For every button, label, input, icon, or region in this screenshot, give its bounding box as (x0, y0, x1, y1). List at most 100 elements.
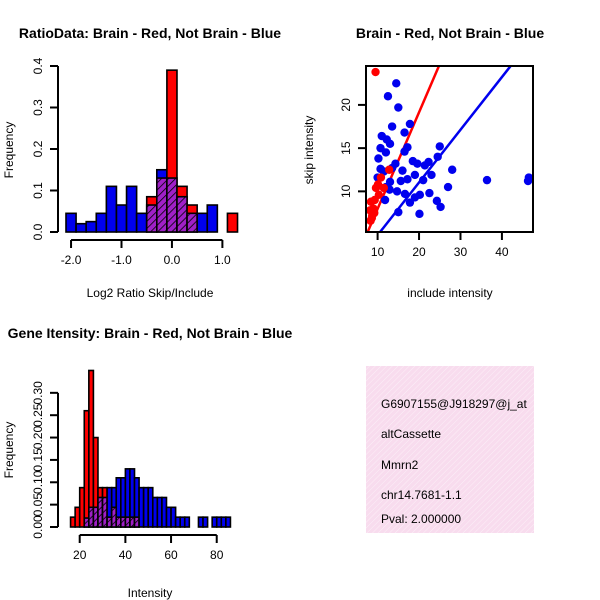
intensity-bar-overlap-hatch (116, 517, 121, 527)
intensity-x-tick-label: 80 (210, 548, 224, 562)
point-not-brain (403, 175, 412, 184)
point-not-brain (400, 189, 410, 199)
ratio-bar-not-brain (115, 204, 128, 233)
ratio-bar-not-brain (85, 220, 98, 233)
intensity-chart-title: Gene Itensity: Brain - Red, Not Brain - … (8, 325, 293, 341)
point-not-brain (418, 175, 428, 185)
intensity-bar-overlap-hatch (125, 517, 130, 527)
intensity-x-label: Intensity (128, 586, 173, 600)
intensity-x-tick-label: 20 (73, 548, 87, 562)
ratio-x-tick-label: -1.0 (111, 253, 132, 267)
point-not-brain (380, 195, 390, 205)
ratio-x-tick-label: 1.0 (214, 253, 231, 267)
point-not-brain (398, 166, 407, 175)
point-not-brain (383, 92, 393, 101)
ratio-bar-not-brain (105, 185, 118, 233)
point-not-brain (405, 198, 415, 207)
ratio-bar-brain (226, 212, 239, 233)
ratio-y-tick-label: 0.0 (31, 223, 45, 240)
point-not-brain (436, 202, 445, 212)
scatter-x-tick-label: 10 (371, 245, 385, 259)
point-not-brain (400, 128, 409, 137)
point-not-brain (374, 154, 383, 163)
fit-line-not-brain (379, 66, 512, 232)
point-not-brain (433, 152, 442, 161)
intensity-x-tick-label: 60 (164, 548, 178, 562)
point-not-brain (420, 161, 430, 170)
gene-name: Mmrn2 (381, 458, 419, 472)
point-not-brain (387, 122, 397, 131)
point-not-brain (408, 156, 418, 166)
intensity-y-tick-label: 0.20 (31, 426, 45, 450)
point-not-brain (425, 188, 434, 198)
ratio-x-tick-label: 0.0 (164, 253, 181, 267)
point-not-brain (415, 190, 425, 200)
point-not-brain (415, 209, 424, 219)
ratio-chart-title: RatioData: Brain - Red, Not Brain - Blue (19, 25, 281, 41)
point-brain (385, 165, 394, 174)
intensity-y-tick-label: 0.10 (31, 470, 45, 494)
ratio-bar-overlap-hatch (166, 178, 177, 232)
ratio-bar-overlap-hatch (176, 196, 188, 232)
scatter-points (366, 67, 533, 225)
intensity-bar-not-brain (183, 516, 191, 528)
scatter-y-tick-label: 20 (339, 98, 353, 112)
intensity-bar-not-brain (225, 516, 232, 528)
intensity-bar-overlap-hatch (129, 517, 135, 527)
scatter-chart-title: Brain - Red, Not Brain - Blue (356, 25, 544, 41)
intensity-bar-not-brain (202, 516, 209, 528)
probe-id: G6907155@J918297@j_at (381, 397, 527, 411)
ratio-bar-not-brain (75, 222, 87, 233)
intensity-y-tick-label: 0.30 (31, 381, 45, 405)
intensity-bar-overlap-hatch (97, 497, 103, 527)
point-not-brain (427, 170, 436, 180)
point-not-brain (400, 147, 409, 156)
intensity-scatter-panel: Brain - Red, Not Brain - Blue 10 15 20 10 2… (302, 25, 544, 300)
ratio-y-tick-label: 0.1 (31, 182, 45, 199)
ratio-histogram-panel: RatioData: Brain - Red, Not Brain - Blue… (2, 25, 281, 300)
ratio-bar-not-brain (125, 185, 138, 233)
point-not-brain (396, 176, 406, 186)
gene-location: chr14.7681-1.1 (381, 488, 462, 502)
scatter-x-tick-label: 40 (495, 245, 509, 259)
point-brain (379, 183, 389, 193)
intensity-bar-overlap-hatch (88, 507, 94, 527)
intensity-bar-overlap-hatch (120, 517, 126, 527)
scatter-y-axis: 10 15 20 (339, 98, 367, 198)
intensity-x-tick-label: 40 (119, 548, 133, 562)
intensity-bar-overlap-hatch (107, 517, 112, 527)
ratio-y-tick-label: 0.4 (31, 57, 45, 74)
point-brain (374, 190, 384, 200)
ratio-bar-overlap-hatch (146, 205, 157, 232)
point-not-brain (482, 175, 492, 185)
ratio-y-label: Frequency (2, 122, 16, 179)
ratio-bar-not-brain (196, 212, 209, 233)
point-not-brain (381, 148, 391, 157)
info-box-text-area: G6907155@J918297@j_at altCassette Mmrn2 … (381, 397, 527, 526)
intensity-bar-overlap-hatch (111, 507, 117, 527)
point-not-brain (523, 176, 533, 186)
event-type: altCassette (381, 427, 441, 441)
scatter-frame (365, 65, 534, 233)
scatter-x-label: include intensity (407, 286, 492, 300)
event-info-box: G6907155@J918297@j_at altCassette Mmrn2 … (366, 366, 534, 533)
ratio-x-tick-label: -2.0 (61, 253, 82, 267)
intensity-y-axis: 0.000.050.100.150.200.250.30 (31, 381, 59, 539)
point-not-brain (410, 170, 420, 180)
ratio-bar-not-brain (135, 212, 148, 233)
ratio-bar-overlap-hatch (156, 178, 167, 232)
intensity-y-tick-label: 0.25 (31, 403, 45, 427)
scatter-x-tick-label: 20 (412, 245, 426, 259)
point-not-brain (405, 119, 415, 129)
p-value: Pval: 2.000000 (381, 512, 461, 526)
intensity-y-tick-label: 0.05 (31, 493, 45, 517)
ratio-y-axis: 0.0 0.1 0.2 0.3 0.4 (31, 57, 59, 240)
intensity-y-tick-label: 0.15 (31, 448, 45, 472)
intensity-x-axis: 20 40 60 80 (73, 534, 224, 562)
point-not-brain (435, 142, 444, 151)
point-brain (366, 216, 375, 225)
point-not-brain (432, 196, 442, 206)
ratio-bar-not-brain (95, 212, 108, 233)
point-not-brain (394, 103, 403, 112)
intensity-histogram-panel: Gene Itensity: Brain - Red, Not Brain - … (2, 325, 293, 600)
